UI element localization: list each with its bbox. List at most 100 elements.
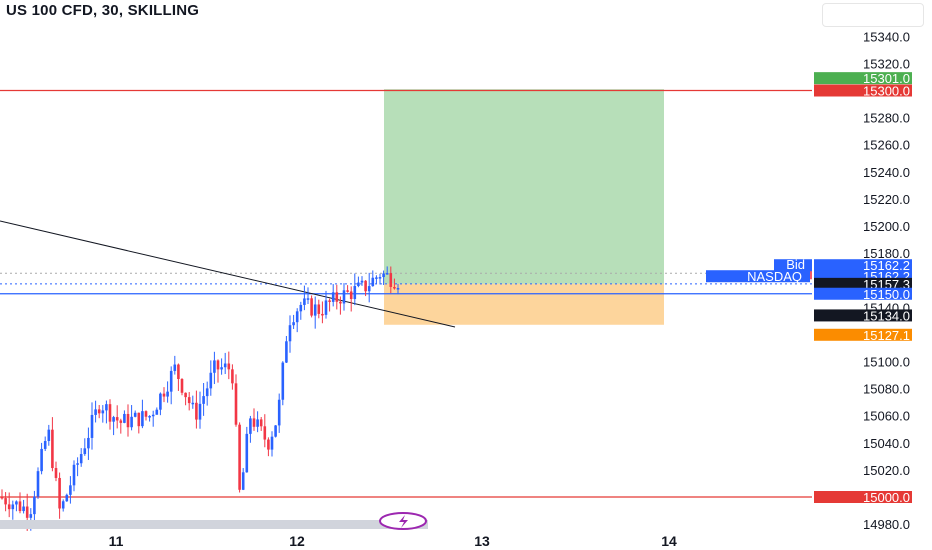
candle-body <box>144 411 148 417</box>
price-tick-label: 15200.0 <box>863 219 910 234</box>
stop-tag-value: 15127.1 <box>863 328 910 343</box>
candle-body <box>389 273 393 287</box>
candles-group <box>0 266 400 531</box>
entry-tag[interactable] <box>814 277 912 290</box>
candle-body <box>331 292 335 302</box>
support-tag[interactable] <box>814 491 912 503</box>
candle-body <box>324 300 328 315</box>
candle-body <box>393 286 396 289</box>
candle-body <box>220 367 223 370</box>
candle-body <box>166 391 169 397</box>
session-bar <box>0 520 428 529</box>
candle-body <box>328 300 331 302</box>
price-tick-label: 15040.0 <box>863 436 910 451</box>
candle-body <box>339 301 342 304</box>
candle-body <box>371 277 375 287</box>
candle-body <box>173 364 177 371</box>
candle-body <box>238 424 241 490</box>
candle-body <box>313 304 317 316</box>
tp-tag[interactable] <box>814 72 912 85</box>
support-tag-value: 15000.0 <box>863 490 910 505</box>
candle-body <box>180 379 184 393</box>
price-tick-label: 15280.0 <box>863 111 910 126</box>
candle-body <box>198 403 202 420</box>
price-tick-label: 15260.0 <box>863 138 910 153</box>
candle-body <box>367 286 371 292</box>
candle-body <box>159 393 162 410</box>
candle-body <box>169 370 173 392</box>
chart-settings-box[interactable] <box>822 3 924 27</box>
candle-body <box>177 364 180 380</box>
candle-body <box>94 409 97 415</box>
sma-tag[interactable] <box>814 309 912 322</box>
candle-body <box>321 313 324 316</box>
candle-body <box>105 404 108 411</box>
candle-body <box>346 290 349 292</box>
candle-body <box>252 418 256 427</box>
bid-tag[interactable] <box>814 259 912 272</box>
horizontal-lines <box>0 89 812 498</box>
candle-body <box>277 399 281 426</box>
candle-body <box>72 464 76 486</box>
candle-body <box>33 496 36 515</box>
candle-body <box>79 454 83 464</box>
price-tick-label: 15060.0 <box>863 409 910 424</box>
candle-body <box>126 413 130 428</box>
time-tick-label: 11 <box>109 533 124 549</box>
candle-body <box>303 298 306 305</box>
level-tag[interactable] <box>814 287 912 300</box>
candle-body <box>108 404 112 422</box>
candle-body <box>58 477 61 509</box>
candle-body <box>29 514 33 518</box>
candle-body <box>249 418 252 434</box>
candle-body <box>155 409 159 415</box>
candle-body <box>195 402 198 420</box>
candle-body <box>256 419 259 427</box>
candle-body <box>25 506 29 518</box>
stop-tag[interactable] <box>814 328 912 341</box>
resistance-tag[interactable] <box>814 84 912 97</box>
candle-body <box>267 439 270 450</box>
level-tag-value: 15150.0 <box>863 287 910 302</box>
trend-line[interactable] <box>0 220 456 328</box>
candle-body <box>61 501 65 509</box>
candle-body <box>184 392 187 398</box>
candle-body <box>274 425 277 437</box>
loss-zone[interactable] <box>384 283 664 325</box>
bid-tag-value: 15162.2 <box>863 258 910 273</box>
candle-body <box>69 485 72 495</box>
candle-body <box>223 363 227 368</box>
candle-body <box>83 448 87 455</box>
trend-line-group <box>0 220 456 328</box>
candle-body <box>382 273 385 278</box>
candle-body <box>281 362 285 400</box>
candle-body <box>97 409 101 414</box>
candle-body <box>205 388 209 397</box>
candle-body <box>141 411 144 427</box>
candle-body <box>234 383 238 425</box>
candle-body <box>0 497 4 499</box>
price-tick-label: 15100.0 <box>863 355 910 370</box>
candle-body <box>115 417 119 421</box>
bid-tag-label-box <box>774 259 812 272</box>
candle-body <box>54 468 58 478</box>
candle-body <box>317 304 321 314</box>
candle-body <box>65 494 69 502</box>
candle-body <box>295 311 299 323</box>
candle-body <box>18 501 22 512</box>
candle-body <box>36 471 40 497</box>
candle-body <box>263 426 267 440</box>
price-tick-label: 15220.0 <box>863 192 910 207</box>
candle-body <box>375 277 378 279</box>
sma-tag-value: 15134.0 <box>863 308 910 323</box>
profit-zone[interactable] <box>384 89 664 284</box>
price-tick-label: 14980.0 <box>863 517 910 532</box>
candle-body <box>90 414 94 438</box>
candle-body <box>216 360 220 370</box>
candle-body <box>259 419 263 427</box>
candle-body <box>285 341 288 363</box>
candle-body <box>22 506 25 512</box>
candle-body <box>151 414 155 417</box>
lightning-icon[interactable] <box>379 512 427 530</box>
